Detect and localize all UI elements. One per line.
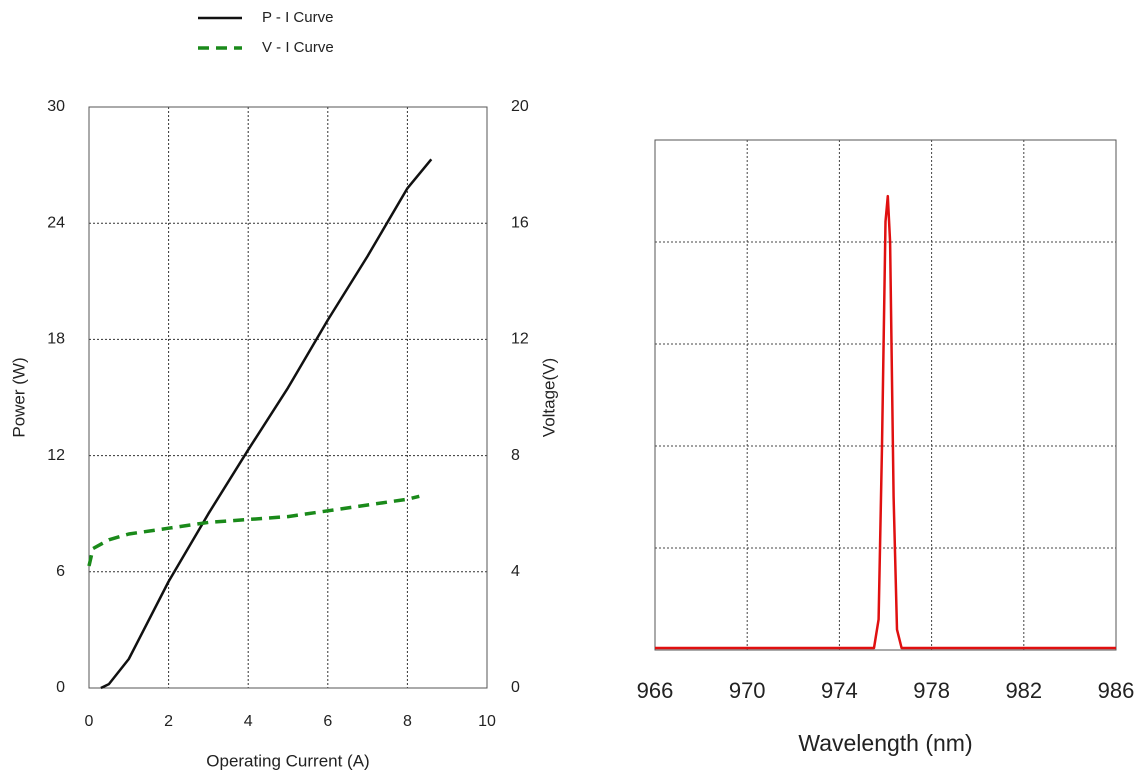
y-tick-label: 6 bbox=[56, 563, 65, 580]
plot-frame bbox=[88, 106, 488, 689]
x-tick-label: 0 bbox=[85, 713, 94, 730]
y-tick-label: 24 bbox=[47, 214, 65, 231]
x-tick-label: 986 bbox=[1098, 678, 1135, 703]
x-tick-label: 970 bbox=[729, 678, 766, 703]
data-line bbox=[100, 158, 433, 690]
data-line bbox=[87, 494, 420, 567]
x-axis-title: Operating Current (A) bbox=[206, 751, 369, 770]
x-tick-label: 966 bbox=[637, 678, 674, 703]
x-tick-label: 6 bbox=[323, 713, 332, 730]
y2-tick-label: 8 bbox=[511, 447, 520, 464]
x-tick-label: 10 bbox=[478, 713, 496, 730]
x-axis-title: Wavelength (nm) bbox=[798, 730, 972, 756]
y2-axis-title: Voltage(V) bbox=[539, 358, 558, 437]
x-tick-label: 2 bbox=[164, 713, 173, 730]
data-line bbox=[655, 194, 1116, 650]
y2-tick-label: 4 bbox=[511, 563, 520, 580]
y-tick-label: 18 bbox=[47, 331, 65, 348]
x-tick-label: 974 bbox=[821, 678, 858, 703]
y-tick-label: 12 bbox=[47, 447, 65, 464]
y-axis-title: Power (W) bbox=[9, 357, 28, 437]
y2-tick-label: 16 bbox=[511, 214, 529, 231]
y2-tick-label: 20 bbox=[511, 98, 529, 115]
y-tick-label: 30 bbox=[47, 98, 65, 115]
y2-tick-label: 0 bbox=[511, 679, 520, 696]
x-tick-label: 8 bbox=[403, 713, 412, 730]
x-tick-label: 982 bbox=[1005, 678, 1042, 703]
legend-label: V - I Curve bbox=[262, 39, 334, 56]
y2-tick-label: 12 bbox=[511, 331, 529, 348]
x-tick-label: 4 bbox=[244, 713, 253, 730]
y-tick-label: 0 bbox=[56, 679, 65, 696]
plot-frame bbox=[654, 139, 1117, 651]
x-tick-label: 978 bbox=[913, 678, 950, 703]
legend-label: P - I Curve bbox=[262, 9, 333, 26]
